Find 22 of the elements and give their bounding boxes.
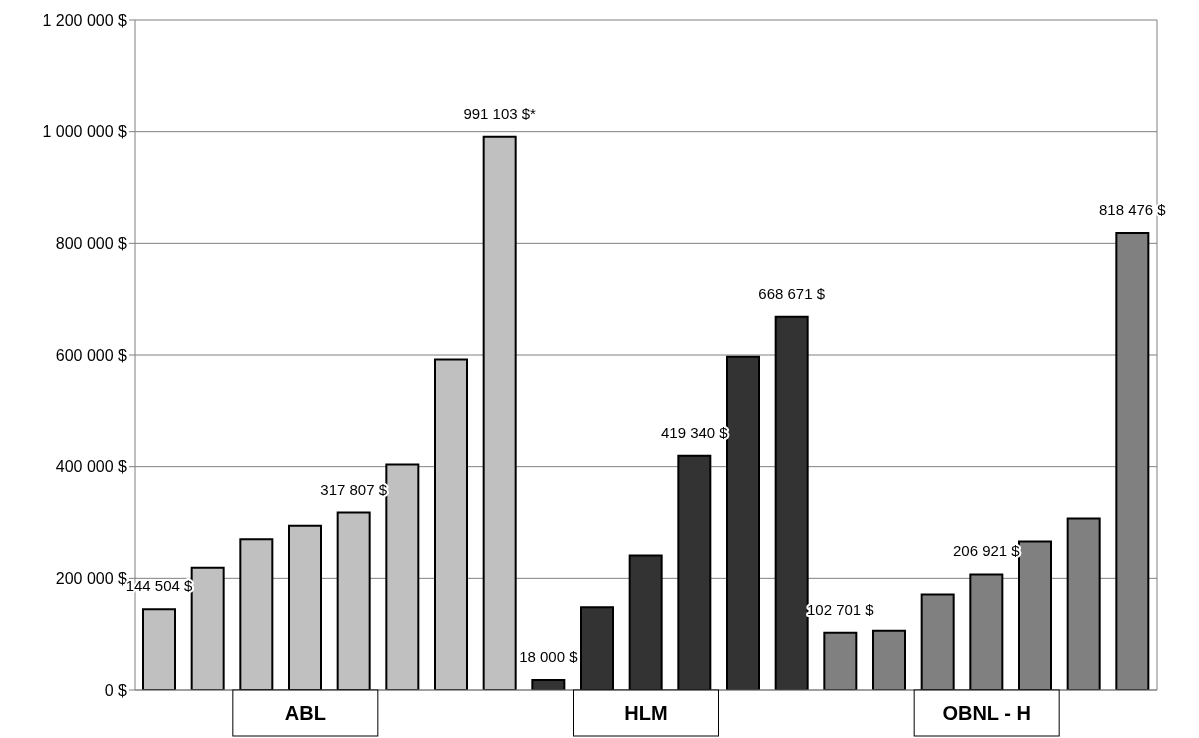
bar bbox=[531, 678, 566, 690]
bar bbox=[774, 315, 809, 690]
data-label: 818 476 $ bbox=[1098, 201, 1167, 219]
x-tick-label: HLM bbox=[624, 702, 668, 724]
bar bbox=[482, 135, 517, 690]
y-tick-label: 800 000 $ bbox=[55, 235, 128, 253]
y-tick-label: 1 000 000 $ bbox=[42, 123, 128, 141]
data-label: 668 671 $ bbox=[758, 284, 826, 302]
data-label: 991 103 $* bbox=[463, 104, 537, 122]
bar bbox=[385, 463, 420, 690]
y-tick-label: 0 $ bbox=[104, 681, 128, 699]
bar bbox=[190, 566, 225, 690]
bar bbox=[142, 608, 176, 690]
y-tick-label: 600 000 $ bbox=[55, 346, 128, 364]
x-tick-label: ABL bbox=[284, 702, 326, 724]
data-label: 18 000 $ bbox=[519, 647, 579, 665]
y-tick-label: 1 200 000 $ bbox=[42, 11, 128, 29]
y-tick-label: 200 000 $ bbox=[55, 570, 128, 588]
bar bbox=[434, 358, 468, 690]
x-tick-label: OBNL - H bbox=[942, 702, 1031, 724]
bar bbox=[726, 355, 760, 690]
y-tick-label: 400 000 $ bbox=[55, 458, 128, 476]
